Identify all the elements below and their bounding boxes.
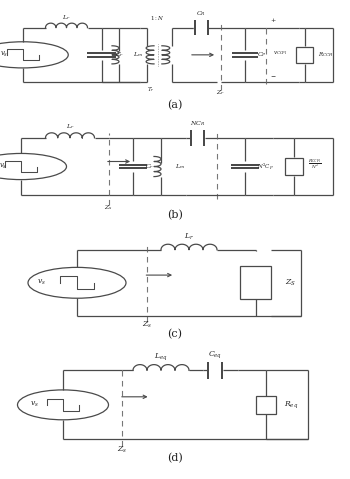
Text: $L_m$: $L_m$ [133,50,143,59]
Text: $+$: $+$ [270,16,276,23]
Text: $R_{eq}$: $R_{eq}$ [284,399,298,410]
Text: $Z_s$: $Z_s$ [142,320,152,330]
Text: $L_m$: $L_m$ [175,162,185,171]
Text: $L_r$: $L_r$ [66,122,74,131]
Text: $C_P$: $C_P$ [257,50,267,59]
Text: $1:N$: $1:N$ [149,13,164,22]
Text: $R_{CCFl}$: $R_{CCFl}$ [318,50,334,59]
Text: (a): (a) [167,100,183,110]
Text: $C_r$: $C_r$ [115,50,124,59]
Text: $Z_r$: $Z_r$ [216,88,225,97]
Text: (b): (b) [167,210,183,220]
Text: $Z_s$: $Z_s$ [104,204,113,212]
Text: $\frac{R_{CCFl}}{N^2}$: $\frac{R_{CCFl}}{N^2}$ [308,158,321,171]
Text: $v_{CCFl}$: $v_{CCFl}$ [273,49,288,57]
Bar [256,396,276,414]
Text: $v_s$: $v_s$ [37,278,46,287]
Text: $N^2C_P$: $N^2C_P$ [257,161,274,171]
Text: $L_r$: $L_r$ [184,232,194,242]
Text: $Z_s$: $Z_s$ [118,445,127,456]
Text: $C_r$: $C_r$ [145,162,154,171]
Text: $v_s$: $v_s$ [0,50,9,59]
Bar [285,159,303,174]
Text: $NC_R$: $NC_R$ [190,119,205,128]
Text: $v_s$: $v_s$ [30,400,38,410]
Text: $v_s$: $v_s$ [0,162,7,171]
Text: $-$: $-$ [270,73,276,78]
Text: $C_R$: $C_R$ [196,9,206,18]
Text: $T_r$: $T_r$ [147,85,154,94]
Text: $Z_S$: $Z_S$ [285,278,296,288]
Text: $L_{eq}$: $L_{eq}$ [154,352,168,362]
Text: $L_r$: $L_r$ [62,13,71,22]
Bar [296,47,313,63]
Text: (d): (d) [167,453,183,464]
Text: $C_{eq}$: $C_{eq}$ [208,349,222,360]
Text: (c): (c) [168,329,182,339]
Bar [240,266,271,299]
